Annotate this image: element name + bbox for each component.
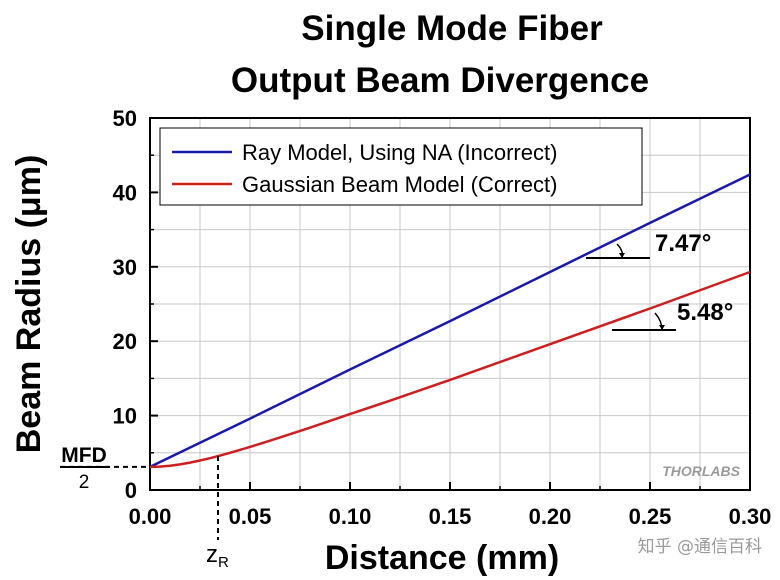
chart-title-line2: Output Beam Divergence <box>231 61 649 100</box>
legend-label-ray-model: Ray Model, Using NA (Incorrect) <box>242 140 557 165</box>
zhihu-watermark: 知乎 @通信百科 <box>638 537 762 557</box>
y-tick-labels: 0 10 20 30 40 50 <box>113 106 137 503</box>
zr-subscript: R <box>218 554 229 571</box>
zr-symbol: z <box>206 541 218 568</box>
y-tick-label: 0 <box>125 478 137 503</box>
y-tick-label: 50 <box>113 106 137 131</box>
x-tick-label: 0.15 <box>429 504 472 529</box>
x-tick-label: 0.20 <box>529 504 572 529</box>
x-tick-labels: 0.00 0.05 0.10 0.15 0.20 0.25 0.30 <box>129 504 772 529</box>
y-tick-label: 10 <box>113 404 137 429</box>
x-tick-label: 0.05 <box>229 504 272 529</box>
x-tick-label: 0.10 <box>329 504 372 529</box>
chart-title-line1: Single Mode Fiber <box>301 9 603 48</box>
y-tick-label: 20 <box>113 329 137 354</box>
y-tick-label: 40 <box>113 180 137 205</box>
series-line-ray-model <box>149 173 751 469</box>
angle-label-red: 5.48° <box>677 299 733 326</box>
y-axis-label: Beam Radius (μm) <box>10 155 48 454</box>
legend: Ray Model, Using NA (Incorrect) Gaussian… <box>159 127 643 206</box>
angle-arrow-blue <box>619 253 625 258</box>
x-tick-label: 0.00 <box>129 504 172 529</box>
x-tick-label: 0.25 <box>629 504 672 529</box>
legend-label-gaussian-model: Gaussian Beam Model (Correct) <box>242 172 557 197</box>
axis-ticks <box>149 117 751 491</box>
x-tick-label: 0.30 <box>729 504 772 529</box>
zr-label: zR <box>206 541 229 571</box>
thorlabs-logo: THORLABS <box>662 463 740 479</box>
mfd-label: MFD <box>61 444 107 467</box>
x-axis-label: Distance (mm) <box>325 539 559 577</box>
angle-arrow-red <box>659 325 665 330</box>
angle-label-blue: 7.47° <box>655 230 711 257</box>
legend-box <box>159 127 643 206</box>
mfd-denominator: 2 <box>79 472 90 493</box>
series-line-gaussian-model <box>149 270 751 469</box>
y-tick-label: 30 <box>113 255 137 280</box>
series-lines <box>149 173 751 469</box>
